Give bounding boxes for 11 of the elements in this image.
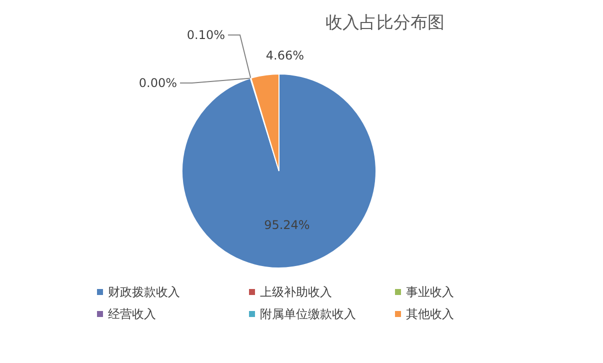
text: 0.00% — [138, 76, 177, 90]
legend-label: 事业收入 — [406, 285, 454, 299]
data-label: 95.24% — [264, 218, 310, 232]
legend-label: 经营收入 — [108, 307, 156, 321]
legend-label: 其他收入 — [406, 307, 454, 321]
legend-label: 上级补助收入 — [260, 285, 332, 299]
data-label: 0.10% — [186, 28, 225, 42]
legend-label: 财政拨款收入 — [108, 285, 180, 299]
legend-label: 附属单位缴款收入 — [260, 307, 356, 321]
data-label: 4.66% — [266, 48, 304, 62]
title: 收入占比分布图 — [326, 13, 444, 33]
